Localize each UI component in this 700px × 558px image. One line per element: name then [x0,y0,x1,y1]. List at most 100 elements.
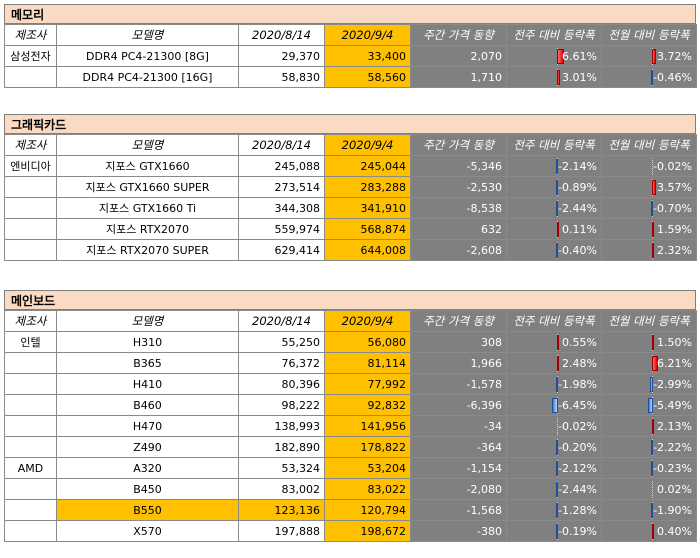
table-row: 지포스 RTX2070 SUPER 629,414 644,008 -2,608 -0.… [4,239,697,261]
month-change-header: 전월 대비 등락폭 [601,310,697,332]
table-row: B365 76,372 81,114 1,966 2.48% 6.21% [4,352,697,374]
section-2: 메인보드 제조사 모델명 2020/8/14 2020/9/4 주간 가격 동향 전주 대비… [4,290,697,542]
month-change-cell: 2.13% [601,415,697,437]
maker-cell [4,478,57,500]
change-value: 2.13% [657,420,692,433]
table-row: AMD A320 53,324 53,204 -1,154 -2.12% -0.23% [4,457,697,479]
month-change-cell: -0.46% [601,66,697,88]
table-row: 삼성전자 DDR4 PC4-21300 [8G] 29,370 33,400 2,070… [4,45,697,67]
data-bar [651,201,653,216]
month-change-cell: -5.49% [601,394,697,416]
table-row: B550 123,136 120,794 -1,568 -1.28% -1.90% [4,499,697,521]
table-row: X570 197,888 198,672 -380 -0.19% 0.40% [4,520,697,542]
change-value: -6.45% [558,399,597,412]
data-bar [650,440,653,455]
price-0904-cell: 81,114 [324,352,411,374]
data-bar [556,180,558,195]
maker-cell [4,394,57,416]
price-table: 제조사 모델명 2020/8/14 2020/9/4 주간 가격 동향 전주 대비 등락폭… [4,134,697,261]
maker-cell [4,239,57,261]
zero-axis [652,158,653,175]
price-change-cell: -34 [410,415,507,437]
header-row: 제조사 모델명 2020/8/14 2020/9/4 주간 가격 동향 전주 대비 등락폭… [4,310,697,332]
model-cell: B550 [56,499,239,521]
price-change-cell: -364 [410,436,507,458]
price-0814-cell: 98,222 [238,394,325,416]
table-row: 지포스 GTX1660 Ti 344,308 341,910 -8,538 -2.44%… [4,197,697,219]
data-bar [551,398,558,413]
price-change-cell: 308 [410,331,507,353]
maker-cell [4,499,57,521]
week-change-cell: 6.61% [506,45,602,67]
price-0904-cell: 245,044 [324,155,411,177]
price-0904-cell: 568,874 [324,218,411,240]
week-change-cell: -0.02% [506,415,602,437]
date2-header: 2020/9/4 [324,310,411,332]
price-0814-cell: 182,890 [238,436,325,458]
data-bar [556,524,558,539]
model-cell: 지포스 GTX1660 SUPER [56,176,239,198]
data-bar [652,222,654,237]
price-0904-cell: 83,022 [324,478,411,500]
change-value: -0.40% [558,244,597,257]
change-value: -0.70% [653,202,692,215]
maker-cell [4,176,57,198]
model-header: 모델명 [56,310,239,332]
data-bar [555,461,558,476]
price-0814-cell: 53,324 [238,457,325,479]
change-value: -2.44% [558,202,597,215]
model-cell: 지포스 RTX2070 [56,218,239,240]
section-title: 메모리 [4,4,696,24]
change-value: -2.14% [558,160,597,173]
date1-header: 2020/8/14 [238,134,325,156]
data-bar [652,180,656,195]
data-bar [652,356,659,371]
change-value: 0.55% [562,336,597,349]
price-change-cell: -2,080 [410,478,507,500]
date2-header: 2020/9/4 [324,24,411,46]
week-change-cell: -6.45% [506,394,602,416]
data-bar [652,335,654,350]
price-0904-cell: 92,832 [324,394,411,416]
change-value: -0.89% [558,181,597,194]
change-value: 6.61% [562,50,597,63]
change-value: 0.11% [562,223,597,236]
model-cell: B365 [56,352,239,374]
price-0904-cell: 58,560 [324,66,411,88]
data-bar [652,419,655,434]
change-value: 2.32% [657,244,692,257]
maker-cell [4,520,57,542]
price-table: 제조사 모델명 2020/8/14 2020/9/4 주간 가격 동향 전주 대비 등락폭… [4,24,697,88]
month-change-cell: 2.32% [601,239,697,261]
model-cell: H470 [56,415,239,437]
maker-cell [4,415,57,437]
data-bar [555,159,558,174]
price-0904-cell: 644,008 [324,239,411,261]
data-bar [557,70,560,85]
month-change-cell: -0.02% [601,155,697,177]
month-change-header: 전월 대비 등락폭 [601,134,697,156]
price-change-header: 주간 가격 동향 [410,134,507,156]
model-cell: X570 [56,520,239,542]
price-change-cell: 1,710 [410,66,507,88]
month-change-cell: 1.50% [601,331,697,353]
data-bar [556,503,558,518]
maker-header: 제조사 [4,24,57,46]
price-0904-cell: 341,910 [324,197,411,219]
data-bar [556,377,558,392]
maker-cell: AMD [4,457,57,479]
data-bar [650,377,653,392]
maker-cell [4,218,57,240]
model-cell: 지포스 GTX1660 [56,155,239,177]
data-bar [557,49,564,64]
price-0814-cell: 344,308 [238,197,325,219]
change-value: -0.02% [653,160,692,173]
week-change-header: 전주 대비 등락폭 [506,134,602,156]
month-change-cell: -0.70% [601,197,697,219]
week-change-cell: 0.11% [506,218,602,240]
price-0904-cell: 77,992 [324,373,411,395]
price-0904-cell: 33,400 [324,45,411,67]
header-row: 제조사 모델명 2020/8/14 2020/9/4 주간 가격 동향 전주 대비 등락폭… [4,24,697,46]
data-bar [555,482,558,497]
price-0814-cell: 76,372 [238,352,325,374]
